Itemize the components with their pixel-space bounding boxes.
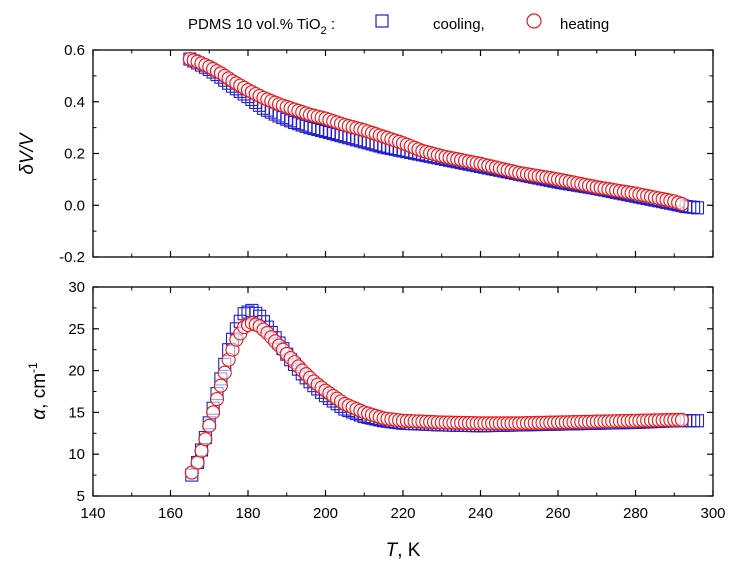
top-y-tick-label: -0.2	[59, 249, 85, 266]
bottom-y-tick-label: 10	[68, 446, 85, 463]
heating-data-point	[202, 418, 217, 433]
bottom-x-axis: 140 160 180 200 220 240 260 280 300	[80, 287, 726, 522]
heating-data-point	[213, 378, 228, 393]
x-tick-label: 200	[313, 505, 338, 522]
heating-data-point	[190, 455, 205, 470]
top-y-axis-title: δV/V	[17, 131, 38, 175]
top-plot-frame	[92, 49, 714, 258]
cooling-data-point	[687, 414, 701, 428]
heating-data-point	[206, 405, 221, 420]
legend-prefix-separator: :	[327, 16, 335, 33]
x-tick-label: 260	[545, 505, 570, 522]
top-data-points	[182, 52, 705, 215]
top-x-axis	[92, 50, 714, 257]
cooling-data-point	[687, 200, 701, 214]
bottom-y-tick-label: 25	[68, 321, 85, 338]
bottom-y-axis-title: α, cm-1	[26, 362, 50, 420]
legend: PDMS 10 vol.% TiO2 : cooling, heating	[188, 13, 609, 37]
x-tick-label: 140	[80, 505, 105, 522]
cooling-data-point	[690, 414, 705, 428]
x-tick-label: 160	[158, 505, 183, 522]
heating-data-point	[198, 432, 213, 447]
bottom-y-axis: 5 10 15 20 25 30	[68, 279, 713, 505]
bottom-plot-frame	[92, 286, 714, 497]
legend-prefix: PDMS 10 vol.% TiO	[188, 16, 321, 33]
bottom-data-points	[184, 303, 705, 482]
bottom-y-axis-title-greek: α	[29, 408, 50, 420]
heating-data-point	[217, 365, 232, 380]
bottom-y-axis-title-unit: , cm	[29, 373, 50, 409]
legend-cooling-marker	[375, 14, 389, 28]
top-y-tick-label: 0.4	[64, 94, 85, 111]
bottom-y-tick-label: 15	[68, 404, 85, 421]
legend-heating-marker	[526, 13, 542, 29]
heating-data-point	[674, 412, 690, 427]
top-panel: -0.2 0.0 0.2 0.4 0.6 δV/V	[17, 42, 714, 266]
bottom-y-tick-label: 5	[77, 488, 85, 505]
bottom-y-tick-label: 20	[68, 363, 85, 380]
top-y-tick-label: 0.0	[64, 197, 85, 214]
bottom-y-tick-label: 30	[68, 279, 85, 296]
x-axis-title-symbol: T	[386, 540, 399, 561]
x-axis-title: T, K	[386, 540, 421, 561]
heating-data-point	[194, 443, 209, 458]
x-tick-label: 220	[390, 505, 415, 522]
heating-data-point	[674, 196, 690, 212]
legend-sample-name: PDMS 10 vol.% TiO2 :	[188, 16, 335, 37]
x-tick-label: 280	[623, 505, 648, 522]
cooling-data-point	[690, 201, 705, 215]
x-tick-label: 240	[468, 505, 493, 522]
x-tick-label: 300	[700, 505, 725, 522]
x-tick-label: 180	[235, 505, 260, 522]
heating-data-point	[209, 391, 225, 407]
legend-cooling-label: cooling,	[433, 16, 485, 33]
top-y-tick-label: 0.2	[64, 146, 85, 163]
top-y-axis: -0.2 0.0 0.2 0.4 0.6	[59, 42, 713, 266]
legend-heating-label: heating	[560, 16, 609, 33]
legend-prefix-subscript: 2	[321, 25, 327, 37]
x-axis-title-unit: , K	[397, 540, 421, 561]
bottom-y-axis-title-exponent: -1	[26, 362, 40, 373]
top-y-tick-label: 0.6	[64, 42, 85, 59]
